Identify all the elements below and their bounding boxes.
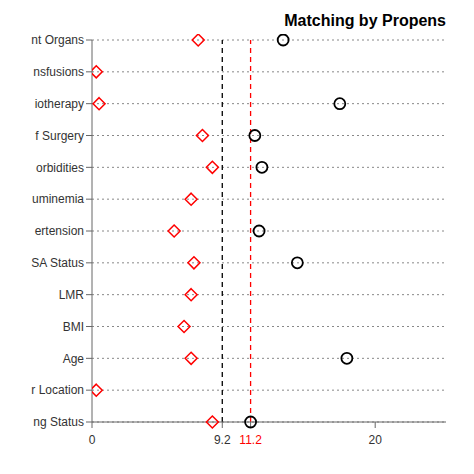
svg-text:ertension: ertension (35, 224, 84, 238)
svg-text:uminemia: uminemia (32, 192, 84, 206)
svg-text:SA Status: SA Status (31, 256, 84, 270)
svg-text:11.2: 11.2 (239, 433, 262, 447)
svg-text:Age: Age (63, 352, 85, 366)
svg-text:LMR: LMR (59, 288, 85, 302)
svg-text:9.2: 9.2 (214, 433, 231, 447)
svg-text:r Location: r Location (31, 383, 84, 397)
svg-text:0: 0 (89, 433, 96, 447)
html-text:Matching by Propens: Matching by Propens (284, 12, 446, 29)
svg-text:nt Organs: nt Organs (31, 34, 84, 47)
svg-text:nsfusions: nsfusions (33, 65, 84, 79)
svg-text:ng Status: ng Status (33, 415, 84, 429)
svg-text:iotherapy: iotherapy (35, 97, 84, 111)
svg-text:f Surgery: f Surgery (35, 129, 84, 143)
svg-text:20: 20 (369, 433, 383, 447)
svg-text:BMI: BMI (63, 320, 84, 334)
svg-text:orbidities: orbidities (36, 161, 84, 175)
